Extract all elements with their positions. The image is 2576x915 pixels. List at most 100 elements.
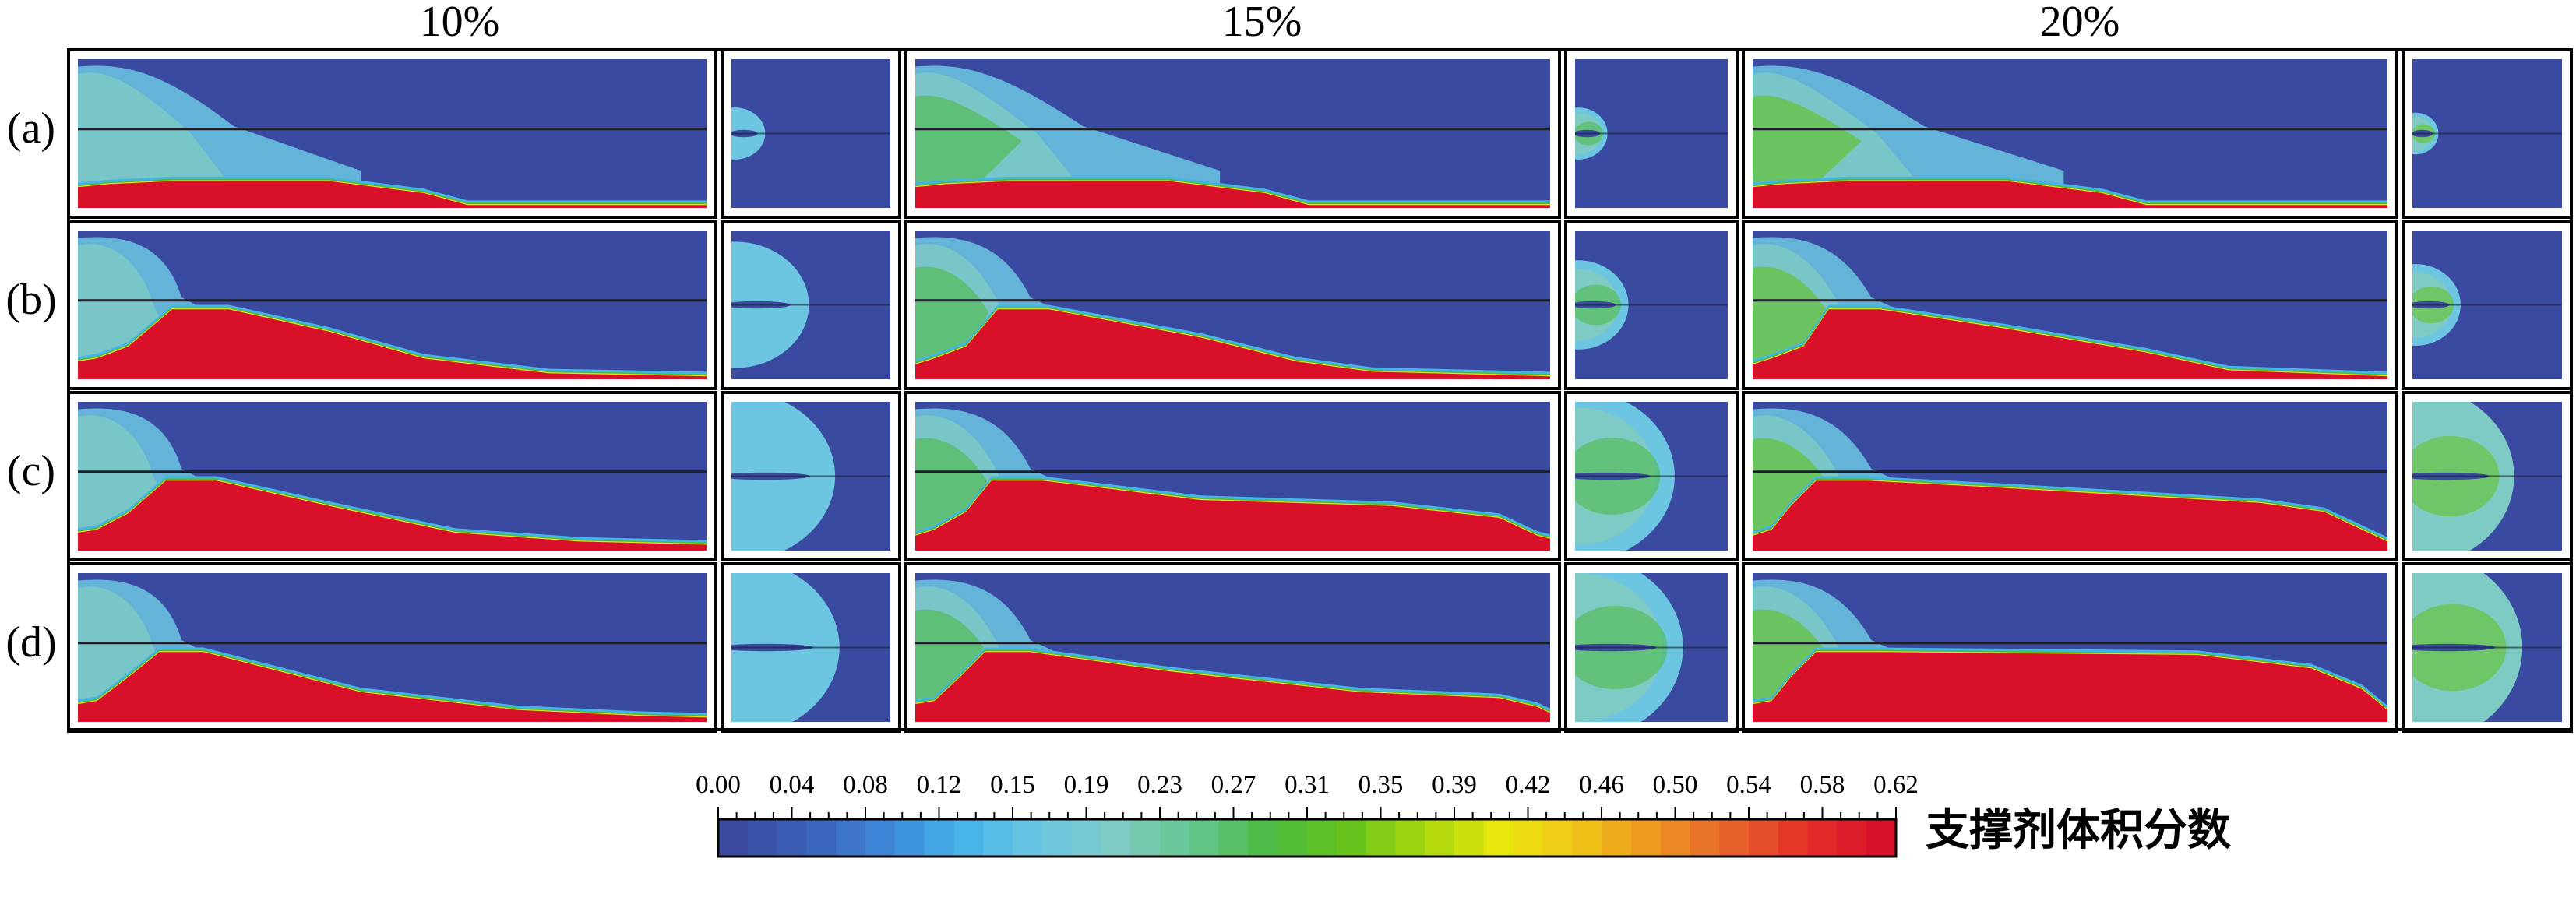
colorbar-segment [1778, 819, 1809, 857]
colorbar-tick-label: 0.31 [1284, 771, 1330, 799]
colorbar-segment [1483, 819, 1514, 857]
colorbar-tick-label: 0.15 [990, 771, 1035, 799]
contour-panel-d-10pct-side-view [67, 562, 717, 733]
colorbar: 0.00 0.04 0.08 0.12 0.15 0.19 0.23 0.27 0.31 0.35… [696, 0, 1919, 915]
contour-panel-a-15pct-side-view [904, 48, 1561, 219]
contour-image [2412, 59, 2562, 208]
contour-image [1753, 573, 2387, 722]
contour-image [731, 402, 890, 551]
contour-image [731, 59, 890, 208]
colorbar-segment [894, 819, 925, 857]
contour-image [1753, 59, 2387, 208]
contour-image [78, 402, 707, 551]
contour-panel-b-15pct-front-view [1564, 220, 1739, 390]
contour-panel-c-10pct-front-view [721, 391, 901, 561]
contour-panel-a-10pct-side-view [67, 48, 717, 219]
contour-panel-a-20pct-side-view [1742, 48, 2398, 219]
colorbar-tick-label: 0.04 [769, 771, 815, 799]
contour-panel-b-15pct-side-view [904, 220, 1561, 390]
colorbar-tick-label: 0.00 [696, 771, 741, 799]
contour-panel-c-20pct-side-view [1742, 391, 2398, 561]
contour-panel-a-20pct-front-view [2402, 48, 2573, 219]
contour-panel-d-15pct-front-view [1564, 562, 1739, 733]
colorbar-tick-label: 0.46 [1579, 771, 1624, 799]
colorbar-segment [1454, 819, 1485, 857]
column-header-15pct: 15% [1221, 0, 1302, 46]
colorbar-tick-label: 0.42 [1505, 771, 1551, 799]
row-label-c: (c) [6, 447, 56, 495]
colorbar-tick-label: 0.19 [1063, 771, 1109, 799]
contour-image [2412, 231, 2562, 379]
colorbar-segment [1248, 819, 1278, 857]
colorbar-tick-label: 0.39 [1432, 771, 1477, 799]
colorbar-tick-label: 0.54 [1726, 771, 1771, 799]
colorbar-segment [1366, 819, 1396, 857]
colorbar-segment [1071, 819, 1101, 857]
contour-image [915, 231, 1550, 379]
contour-image [78, 231, 707, 379]
colorbar-tick-label: 0.08 [843, 771, 888, 799]
colorbar-tick-label: 0.35 [1358, 771, 1404, 799]
colorbar-segment [865, 819, 896, 857]
contour-panel-c-20pct-front-view [2402, 391, 2573, 561]
colorbar-segment [924, 819, 954, 857]
contour-image [915, 402, 1550, 551]
colorbar-segment [836, 819, 866, 857]
contour-panel-c-10pct-side-view [67, 391, 717, 561]
colorbar-segment [1101, 819, 1131, 857]
colorbar-segment [1866, 819, 1897, 857]
column-header-10pct: 10% [419, 0, 500, 46]
colorbar-segment [718, 819, 749, 857]
colorbar-segment [1660, 819, 1690, 857]
colorbar-segment [953, 819, 984, 857]
colorbar-tick-label: 0.27 [1210, 771, 1256, 799]
contour-panel-b-20pct-side-view [1742, 220, 2398, 390]
colorbar-segment [1130, 819, 1161, 857]
colorbar-segment [1690, 819, 1720, 857]
colorbar-segment [983, 819, 1013, 857]
colorbar-segment [1277, 819, 1308, 857]
colorbar-segment [1307, 819, 1337, 857]
contour-image [2412, 573, 2562, 722]
contour-panel-d-20pct-front-view [2402, 562, 2573, 733]
row-label-a: (a) [6, 104, 56, 153]
colorbar-segment [1218, 819, 1249, 857]
contour-image [1753, 231, 2387, 379]
colorbar-segment [1837, 819, 1867, 857]
column-header-20pct: 20% [2039, 0, 2120, 46]
contour-panel-d-15pct-side-view [904, 562, 1561, 733]
colorbar-gradient [717, 807, 1898, 858]
colorbar-segment [1807, 819, 1838, 857]
contour-panel-d-20pct-side-view [1742, 562, 2398, 733]
colorbar-tick-label: 0.12 [916, 771, 962, 799]
colorbar-segment [777, 819, 807, 857]
colorbar-segment [1513, 819, 1543, 857]
colorbar-segment [1336, 819, 1367, 857]
contour-image [915, 59, 1550, 208]
colorbar-segment [1719, 819, 1750, 857]
contour-image [78, 573, 707, 722]
colorbar-segment [1602, 819, 1632, 857]
contour-panel-a-10pct-front-view [721, 48, 901, 219]
contour-panel-b-10pct-side-view [67, 220, 717, 390]
colorbar-segment [1542, 819, 1573, 857]
colorbar-segment [1572, 819, 1602, 857]
contour-image [2412, 402, 2562, 551]
colorbar-tick-label: 0.58 [1799, 771, 1845, 799]
row-label-b: (b) [5, 276, 57, 324]
colorbar-segment [1630, 819, 1662, 857]
colorbar-segment [806, 819, 837, 857]
colorbar-segment [1395, 819, 1425, 857]
contour-image [915, 573, 1550, 722]
contour-image [1575, 402, 1728, 551]
colorbar-tick-label: 0.62 [1873, 771, 1919, 799]
contour-panel-b-20pct-front-view [2402, 220, 2573, 390]
colorbar-segment [1013, 819, 1043, 857]
contour-image [1575, 231, 1728, 379]
colorbar-segment [1189, 819, 1220, 857]
row-label-d: (d) [5, 618, 57, 667]
contour-image [1575, 59, 1728, 208]
contour-panel-b-10pct-front-view [721, 220, 901, 390]
colorbar-segment [1425, 819, 1455, 857]
